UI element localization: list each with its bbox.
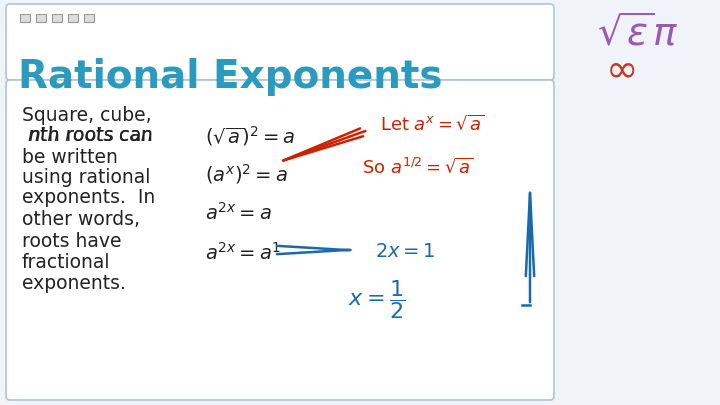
- FancyBboxPatch shape: [6, 4, 554, 80]
- Text: using rational: using rational: [22, 168, 150, 187]
- Text: Square, cube,: Square, cube,: [22, 106, 152, 125]
- Text: $2x = 1$: $2x = 1$: [375, 242, 436, 261]
- Text: $x = \dfrac{1}{2}$: $x = \dfrac{1}{2}$: [348, 278, 405, 321]
- Text: roots have: roots have: [22, 232, 122, 251]
- FancyBboxPatch shape: [68, 14, 78, 22]
- Text: be written: be written: [22, 148, 118, 167]
- FancyBboxPatch shape: [84, 14, 94, 22]
- Text: $a^{2x} = a^1$: $a^{2x} = a^1$: [205, 242, 282, 264]
- Text: $(\sqrt{a})^2 = a$: $(\sqrt{a})^2 = a$: [205, 124, 295, 148]
- Text: So $a^{1/2} = \sqrt{a}$: So $a^{1/2} = \sqrt{a}$: [362, 158, 474, 177]
- Text: $\sqrt{\epsilon}$$\pi$: $\sqrt{\epsilon}$$\pi$: [598, 15, 679, 53]
- Text: Rational Exponents: Rational Exponents: [18, 58, 443, 96]
- Text: $\infty$: $\infty$: [605, 50, 635, 88]
- FancyBboxPatch shape: [6, 80, 554, 400]
- Text: exponents.: exponents.: [22, 274, 126, 293]
- Text: $a^{2x} = a$: $a^{2x} = a$: [205, 202, 271, 224]
- Text: $n$th roots can: $n$th roots can: [28, 126, 153, 145]
- Text: nth roots can: nth roots can: [28, 126, 153, 145]
- Text: fractional: fractional: [22, 253, 110, 272]
- Text: exponents.  In: exponents. In: [22, 188, 156, 207]
- FancyBboxPatch shape: [52, 14, 62, 22]
- FancyBboxPatch shape: [36, 14, 46, 22]
- Text: $(a^x)^2 = a$: $(a^x)^2 = a$: [205, 162, 288, 186]
- Text: other words,: other words,: [22, 210, 140, 229]
- Text: Let $a^x = \sqrt{a}$: Let $a^x = \sqrt{a}$: [380, 115, 485, 134]
- FancyBboxPatch shape: [20, 14, 30, 22]
